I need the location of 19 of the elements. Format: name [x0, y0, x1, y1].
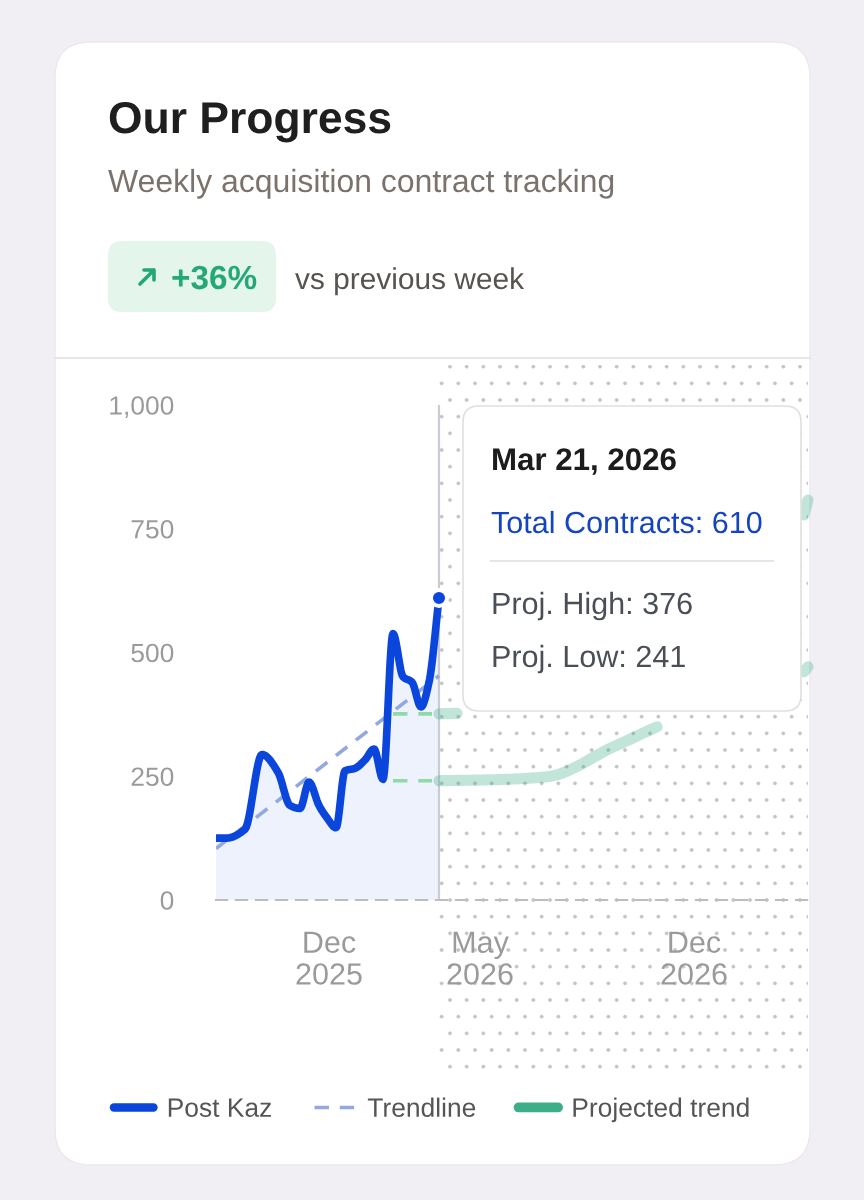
legend-label: Projected trend: [573, 1097, 749, 1123]
legend-label: Trendline: [367, 1097, 476, 1117]
chart-title: Our Progress: [109, 101, 391, 143]
y-tick-label: 500: [131, 643, 174, 663]
x-tick-label: Dec 2025: [296, 931, 362, 985]
text: vs previous week: [295, 267, 525, 296]
annotation: Proj. Low: 241: [493, 644, 685, 674]
y-tick-label: 750: [131, 519, 174, 539]
legend-label: Post Kaz: [168, 1098, 271, 1117]
x-tick-label: May 2026: [447, 931, 513, 985]
chart-subtitle: Weekly acquisition contract tracking: [108, 168, 614, 199]
y-tick-label: 1,000: [110, 396, 174, 418]
y-tick-label: 250: [131, 767, 174, 787]
x-tick-label: Dec 2026: [661, 931, 727, 985]
annotation: Proj. High: 376: [493, 591, 692, 621]
y-tick-label: 0: [160, 891, 174, 910]
annotation: Mar 21, 2026: [493, 448, 676, 475]
annotation: Total Contracts: 610: [491, 510, 762, 534]
text: +36%: [172, 265, 257, 290]
